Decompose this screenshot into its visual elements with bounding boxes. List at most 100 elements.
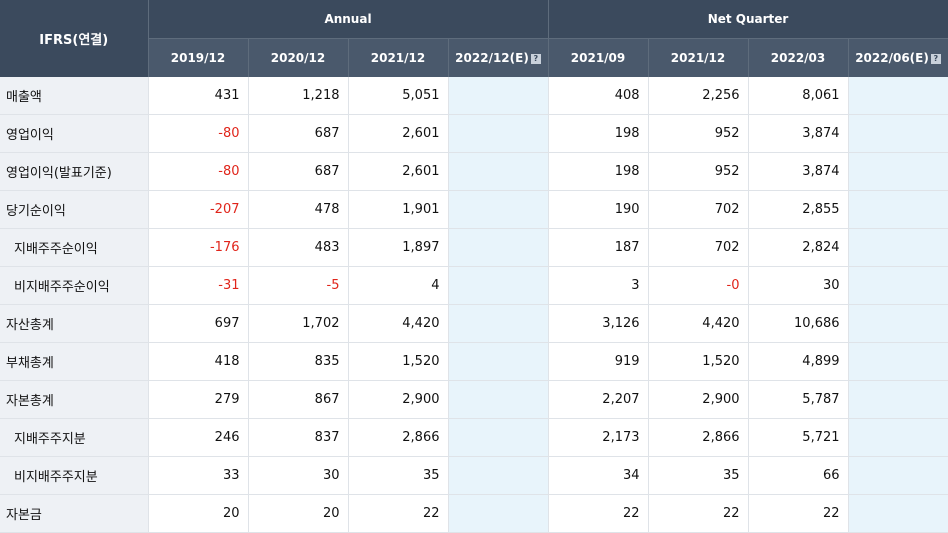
value-cell: 1,702 <box>248 304 349 343</box>
value-cell: 10,686 <box>748 304 849 343</box>
value-cell: 837 <box>248 418 349 457</box>
value-cell: 2,900 <box>348 380 449 419</box>
value-cell: 246 <box>148 418 249 457</box>
value-cell: 5,721 <box>748 418 849 457</box>
period-header-estimate: 2022/06(E)? <box>848 38 948 77</box>
value-cell <box>448 114 549 153</box>
value-cell: 33 <box>148 456 249 495</box>
value-cell: 187 <box>548 228 649 267</box>
value-cell: 35 <box>348 456 449 495</box>
value-cell: 30 <box>248 456 349 495</box>
table-row: 자본금 20 20 22 22 22 22 <box>0 494 948 533</box>
value-cell <box>848 380 948 419</box>
value-cell: 279 <box>148 380 249 419</box>
row-label[interactable]: 영업이익(발표기준) <box>0 152 149 191</box>
value-cell <box>848 494 948 533</box>
row-label[interactable]: 매출액 <box>0 77 149 115</box>
table-row: 비지배주주순이익 -31 -5 4 3 -0 30 <box>0 266 948 305</box>
value-cell: 1,520 <box>648 342 749 381</box>
value-cell: 20 <box>248 494 349 533</box>
row-label[interactable]: 영업이익 <box>0 114 149 153</box>
value-cell: 22 <box>548 494 649 533</box>
table-row: 지배주주지분 246 837 2,866 2,173 2,866 5,721 <box>0 418 948 457</box>
period-header-estimate: 2022/12(E)? <box>448 38 549 77</box>
value-cell: 1,897 <box>348 228 449 267</box>
value-cell: 2,866 <box>348 418 449 457</box>
value-cell: 22 <box>648 494 749 533</box>
help-icon[interactable]: ? <box>530 54 541 64</box>
value-cell <box>848 77 948 115</box>
value-cell: 4,420 <box>348 304 449 343</box>
help-icon[interactable]: ? <box>930 54 941 64</box>
row-label[interactable]: 자본금 <box>0 494 149 533</box>
row-label[interactable]: 지배주주지분 <box>0 418 149 457</box>
value-cell <box>448 77 549 115</box>
value-cell: 3,126 <box>548 304 649 343</box>
value-cell: 2,256 <box>648 77 749 115</box>
table-row: 자본총계 279 867 2,900 2,207 2,900 5,787 <box>0 380 948 419</box>
table-body: 매출액 431 1,218 5,051 408 2,256 8,061 영업이익 -80 687 2… <box>0 77 948 533</box>
row-label[interactable]: 비지배주주지분 <box>0 456 149 495</box>
value-cell: 20 <box>148 494 249 533</box>
period-header: 2022/03 <box>748 38 849 77</box>
value-cell: 2,601 <box>348 114 449 153</box>
row-label[interactable]: 당기순이익 <box>0 190 149 229</box>
annual-group-header: Annual <box>148 0 549 39</box>
value-cell: 5,787 <box>748 380 849 419</box>
value-cell: 3 <box>548 266 649 305</box>
row-label[interactable]: 비지배주주순이익 <box>0 266 149 305</box>
value-cell: 4,899 <box>748 342 849 381</box>
table-row: 부채총계 418 835 1,520 919 1,520 4,899 <box>0 342 948 381</box>
value-cell: 3,874 <box>748 152 849 191</box>
table-row: 비지배주주지분 33 30 35 34 35 66 <box>0 456 948 495</box>
value-cell: 2,173 <box>548 418 649 457</box>
value-cell: 697 <box>148 304 249 343</box>
value-cell <box>448 190 549 229</box>
row-label[interactable]: 자본총계 <box>0 380 149 419</box>
value-cell: 1,901 <box>348 190 449 229</box>
value-cell <box>448 266 549 305</box>
period-header: 2019/12 <box>148 38 249 77</box>
table-row: 자산총계 697 1,702 4,420 3,126 4,420 10,686 <box>0 304 948 343</box>
value-cell <box>448 418 549 457</box>
value-cell <box>448 342 549 381</box>
table-row: 영업이익(발표기준) -80 687 2,601 198 952 3,874 <box>0 152 948 191</box>
value-cell: 34 <box>548 456 649 495</box>
value-cell: 1,218 <box>248 77 349 115</box>
value-cell: 835 <box>248 342 349 381</box>
value-cell: 22 <box>348 494 449 533</box>
value-cell: 2,900 <box>648 380 749 419</box>
period-header: 2020/12 <box>248 38 349 77</box>
value-cell <box>848 190 948 229</box>
value-cell <box>448 494 549 533</box>
value-cell: 2,824 <box>748 228 849 267</box>
table-row: 매출액 431 1,218 5,051 408 2,256 8,061 <box>0 77 948 115</box>
value-cell <box>848 456 948 495</box>
value-cell <box>848 114 948 153</box>
value-cell: 198 <box>548 114 649 153</box>
period-header: 2021/12 <box>348 38 449 77</box>
ifrs-header: IFRS(연결) <box>0 0 149 77</box>
row-label[interactable]: 지배주주순이익 <box>0 228 149 267</box>
period-header: 2021/12 <box>648 38 749 77</box>
value-cell: 687 <box>248 114 349 153</box>
value-cell: 66 <box>748 456 849 495</box>
value-cell: 431 <box>148 77 249 115</box>
value-cell <box>848 228 948 267</box>
value-cell: -0 <box>648 266 749 305</box>
value-cell: 2,866 <box>648 418 749 457</box>
value-cell: 5,051 <box>348 77 449 115</box>
row-label[interactable]: 자산총계 <box>0 304 149 343</box>
value-cell: 2,207 <box>548 380 649 419</box>
value-cell: 478 <box>248 190 349 229</box>
value-cell: -80 <box>148 152 249 191</box>
value-cell: 702 <box>648 228 749 267</box>
row-label[interactable]: 부채총계 <box>0 342 149 381</box>
table-row: 당기순이익 -207 478 1,901 190 702 2,855 <box>0 190 948 229</box>
value-cell: 2,855 <box>748 190 849 229</box>
table-row: 지배주주순이익 -176 483 1,897 187 702 2,824 <box>0 228 948 267</box>
value-cell: -5 <box>248 266 349 305</box>
value-cell <box>848 418 948 457</box>
table-row: 영업이익 -80 687 2,601 198 952 3,874 <box>0 114 948 153</box>
